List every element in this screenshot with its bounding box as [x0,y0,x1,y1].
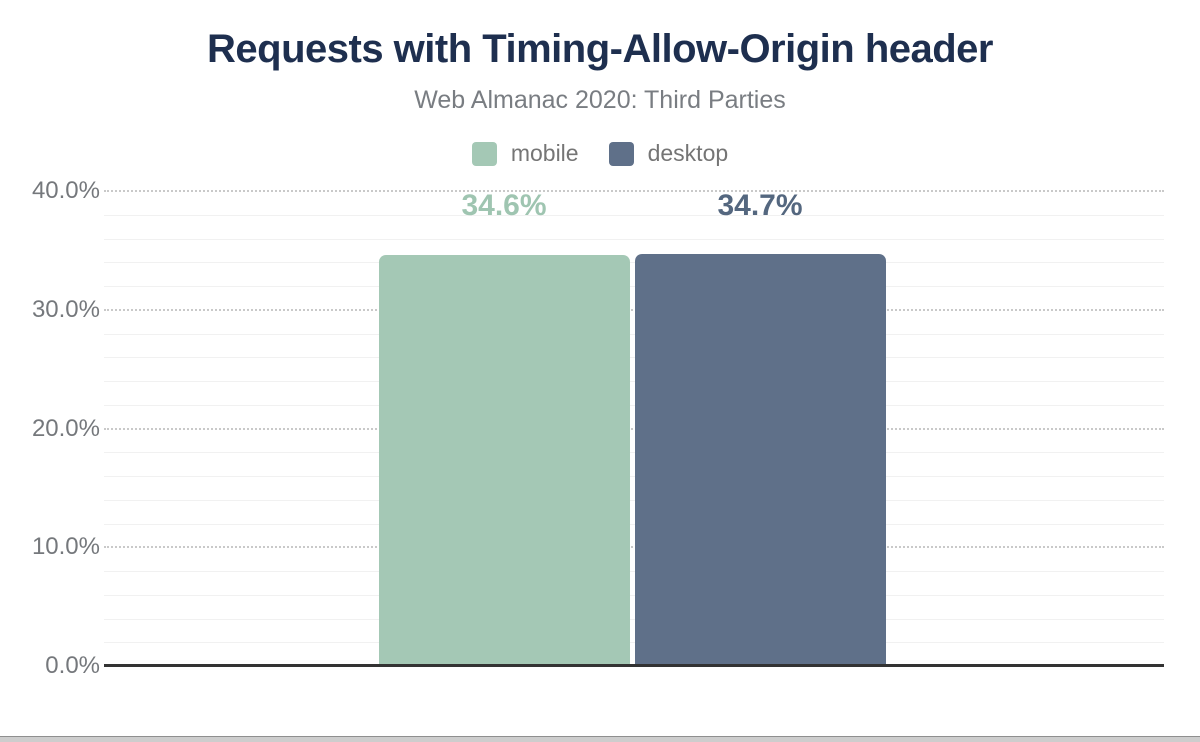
y-gridline-major-10 [104,546,1164,548]
bar-value-label-desktop: 34.7% [717,189,803,222]
y-gridline-minor-24 [104,381,1164,382]
y-gridline-minor-14 [104,500,1164,501]
y-gridline-minor-16 [104,476,1164,477]
y-gridline-minor-12 [104,524,1164,525]
y-gridline-minor-26 [104,357,1164,358]
y-gridline-minor-4 [104,619,1164,620]
y-tick-label-10: 10.0% [31,533,100,560]
y-gridline-minor-28 [104,334,1164,335]
y-gridline-minor-38 [104,215,1164,216]
y-gridline-major-40 [104,190,1164,192]
y-tick-label-30: 30.0% [31,296,100,323]
bar-mobile[interactable] [378,255,630,665]
y-tick-label-40: 40.0% [31,177,100,204]
horizontal-scrollbar[interactable] [0,736,1200,742]
bar-desktop[interactable] [634,253,886,665]
legend: mobile desktop [0,140,1200,167]
y-gridline-major-30 [104,309,1164,311]
y-gridline-minor-32 [104,286,1164,287]
y-gridline-major-20 [104,428,1164,430]
legend-swatch-desktop-icon [608,141,634,166]
chart-title: Requests with Timing-Allow-Origin header [207,27,994,71]
y-gridline-minor-2 [104,642,1164,643]
legend-item-mobile[interactable]: mobile [471,140,579,167]
legend-item-desktop[interactable]: desktop [608,140,729,167]
y-tick-label-0: 0.0% [45,652,100,679]
chart-subtitle: Web Almanac 2020: Third Parties [414,86,786,114]
legend-swatch-mobile-icon [471,141,497,166]
legend-label-mobile: mobile [510,140,579,166]
y-gridline-minor-18 [104,452,1164,453]
y-tick-label-20: 20.0% [31,415,100,442]
y-gridline-minor-22 [104,405,1164,406]
y-gridline-minor-6 [104,595,1164,596]
bar-value-label-mobile: 34.6% [461,189,547,222]
x-axis-line [104,664,1164,667]
y-gridline-minor-36 [104,239,1164,240]
legend-label-desktop: desktop [647,140,729,166]
y-gridline-minor-34 [104,262,1164,263]
y-gridline-minor-8 [104,571,1164,572]
